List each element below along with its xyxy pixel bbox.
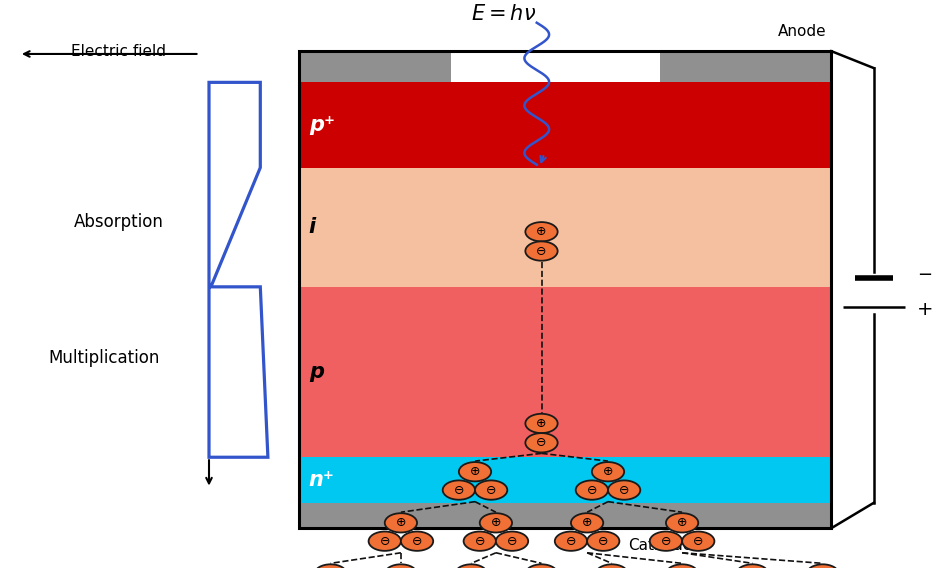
Circle shape — [314, 564, 347, 568]
Circle shape — [496, 532, 528, 551]
Bar — [299, 168, 831, 287]
Text: ⊖: ⊖ — [453, 483, 465, 496]
Text: n⁺: n⁺ — [309, 470, 334, 490]
Circle shape — [455, 564, 487, 568]
Circle shape — [608, 481, 640, 500]
Bar — [299, 287, 831, 457]
Bar — [299, 503, 831, 528]
Text: ⊖: ⊖ — [474, 534, 485, 548]
Circle shape — [525, 241, 558, 261]
Circle shape — [587, 532, 619, 551]
Text: i: i — [309, 217, 315, 237]
Text: ⊖: ⊖ — [411, 534, 423, 548]
Text: ⊕: ⊕ — [490, 516, 502, 529]
Bar — [451, 51, 660, 82]
Bar — [299, 51, 831, 528]
Text: $E=h\nu$: $E=h\nu$ — [471, 4, 536, 24]
Text: ⊕: ⊕ — [395, 516, 407, 529]
Circle shape — [571, 513, 603, 533]
Text: ⊕: ⊕ — [536, 225, 547, 238]
Circle shape — [650, 532, 682, 551]
Circle shape — [459, 462, 491, 481]
Circle shape — [555, 532, 587, 551]
Circle shape — [592, 462, 624, 481]
Circle shape — [807, 564, 839, 568]
Text: p⁺: p⁺ — [309, 115, 334, 135]
Text: Electric field: Electric field — [71, 44, 166, 59]
Text: ⊖: ⊖ — [506, 534, 518, 548]
Circle shape — [666, 513, 698, 533]
Text: ⊖: ⊖ — [586, 483, 598, 496]
Text: ⊖: ⊖ — [379, 534, 390, 548]
Text: ⊖: ⊖ — [485, 483, 497, 496]
Circle shape — [385, 513, 417, 533]
Text: ⊕: ⊕ — [676, 516, 688, 529]
Text: ⊖: ⊖ — [565, 534, 577, 548]
Text: ⊖: ⊖ — [536, 245, 547, 257]
Text: Multiplication: Multiplication — [48, 349, 161, 367]
Bar — [299, 457, 831, 503]
Circle shape — [525, 564, 558, 568]
Text: ⊕: ⊕ — [581, 516, 593, 529]
Text: ⊖: ⊖ — [598, 534, 609, 548]
Circle shape — [736, 564, 769, 568]
Text: ⊖: ⊖ — [536, 436, 547, 449]
Circle shape — [401, 532, 433, 551]
Bar — [299, 82, 831, 168]
Circle shape — [525, 414, 558, 433]
Text: ⊖: ⊖ — [618, 483, 630, 496]
Circle shape — [682, 532, 714, 551]
Circle shape — [369, 532, 401, 551]
Circle shape — [525, 222, 558, 241]
Circle shape — [666, 564, 698, 568]
Text: ⊕: ⊕ — [536, 417, 547, 430]
Text: ⊕: ⊕ — [469, 465, 481, 478]
Text: ⊕: ⊕ — [602, 465, 614, 478]
Text: Anode: Anode — [778, 24, 826, 39]
Text: p: p — [309, 362, 324, 382]
Text: Absorption: Absorption — [74, 212, 163, 231]
Circle shape — [480, 513, 512, 533]
Text: Cathode: Cathode — [628, 538, 693, 553]
Text: +: + — [917, 300, 933, 319]
Bar — [299, 51, 831, 82]
Text: ⊖: ⊖ — [693, 534, 704, 548]
Circle shape — [443, 481, 475, 500]
Circle shape — [576, 481, 608, 500]
Circle shape — [596, 564, 628, 568]
Circle shape — [525, 433, 558, 452]
Circle shape — [475, 481, 507, 500]
Text: −: − — [917, 266, 932, 285]
Circle shape — [464, 532, 496, 551]
Text: ⊖: ⊖ — [660, 534, 672, 548]
Circle shape — [385, 564, 417, 568]
